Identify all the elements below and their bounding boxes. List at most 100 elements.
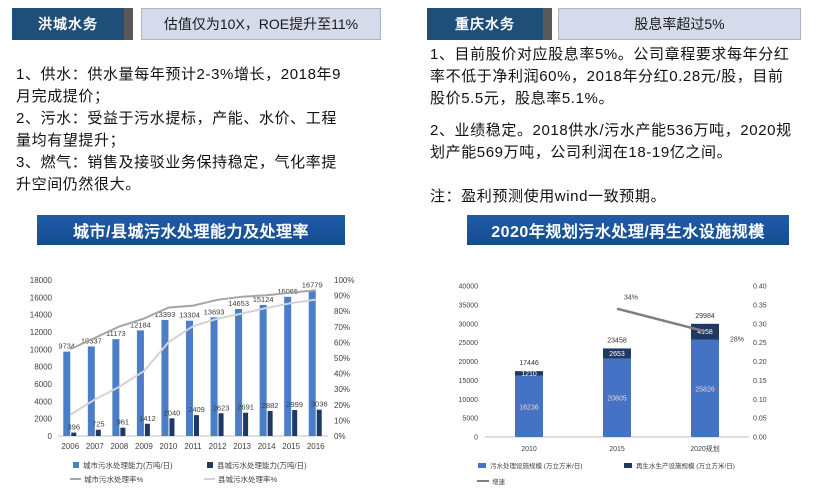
y2-axis-tick-label: 0.05 [753,416,767,423]
bar-sewage-facility-2015 [603,358,631,437]
bar-sewage-facility-2010 [515,375,543,437]
company-tag-label: 重庆水务 [455,16,515,32]
data-label-city-capacity-2008: 11173 [106,329,126,338]
text-line: 1、目前股价对应股息率5%。公司章程要求每年分红 [430,46,790,63]
x-axis-tick-label: 2008 [110,442,128,451]
headline-text: 估值仅为10X，ROE提升至11% [163,16,359,32]
data-label-sewage-facility-2015: 20805 [607,396,627,403]
y2-axis-tick-label: 0.30 [753,321,767,328]
right-point-1: 1、目前股价对应股息率5%。公司章程要求每年分红 率不低于净利润60%，2018… [430,44,789,110]
legend-swatch-county-capacity [207,462,213,468]
bar-city-capacity-2013 [235,309,243,436]
data-label-city-capacity-2016: 16779 [302,281,323,290]
line-county-rate [69,298,316,416]
company-tag-hongcheng: 洪城水务 [12,8,124,40]
data-label-city-capacity-2009: 12184 [130,320,151,329]
bar-county-capacity-2014 [267,411,273,436]
x-axis-tick-label: 2010 [521,446,537,453]
right-point-2: 2、业绩稳定。2018供水/污水产能536万吨，2020规 划产能569万吨，公… [430,120,792,164]
text-line: 2、污水：受益于污水提标，产能、水价、工程 [16,110,337,127]
chart-title: 2020年规划污水处理/再生水设施规模 [491,224,765,241]
y2-axis-tick-label: 0.20 [753,359,767,366]
y-axis-tick-label: 10000 [459,397,479,404]
y-axis-tick-label: 0 [48,432,53,441]
headline-box: 股息率超过5% [558,8,801,40]
data-label-growth-2020规划: 28% [730,336,744,343]
bar-reclaimed-water-2010 [515,371,543,376]
x-axis-tick-label: 2009 [135,442,153,451]
legend-label: 城市污水处理能力(万吨/日) [83,460,173,470]
data-label-county-capacity-2006: 396 [68,423,81,432]
y2-axis-tick-label: 0% [334,432,346,441]
data-label-city-capacity-2012: 13693 [204,307,225,316]
x-axis-tick-label: 2006 [61,442,79,451]
data-label-city-capacity-2013: 14653 [228,299,249,308]
y-axis-tick-label: 2000 [34,415,52,424]
y-axis-tick-label: 6000 [34,380,52,389]
data-label-city-capacity-2010: 13393 [155,310,176,319]
bar-city-capacity-2011 [186,320,193,436]
legend-label: 污水处理设施规模 (万立方米/日) [490,461,582,470]
y-axis-tick-label: 20000 [459,359,479,366]
chart-title-banner-left: 城市/县城污水处理能力及处理率 [37,215,345,245]
data-label-county-capacity-2015: 2999 [286,400,303,409]
bar-county-capacity-2010 [169,418,175,436]
data-label-county-capacity-2010: 2040 [164,408,181,417]
x-axis-tick-label: 2010 [160,442,178,451]
bar-county-capacity-2011 [194,415,199,436]
company-tag-label: 洪城水务 [38,16,98,32]
chart-title: 城市/县城污水处理能力及处理率 [73,224,309,241]
chart-title-banner-right: 2020年规划污水处理/再生水设施规模 [467,215,789,245]
bar-county-capacity-2007 [95,429,101,436]
x-axis-tick-label: 2011 [184,442,202,451]
text-line: 1、供水：供水量每年预计2-3%增长，2018年9 [16,66,342,83]
y2-axis-tick-label: 90% [334,292,350,301]
data-label-county-capacity-2016: 3036 [311,400,328,409]
data-label-county-capacity-2012: 2623 [213,403,230,412]
y2-axis-tick-label: 0.00 [753,435,767,442]
bar-county-capacity-2015 [292,410,298,436]
bar-sewage-facility-2020规划 [691,339,719,437]
data-label-county-capacity-2007: 725 [92,420,105,429]
y-axis-tick-label: 0 [474,435,478,442]
data-label-county-capacity-2011: 2409 [188,405,205,414]
y2-axis-tick-label: 0.15 [753,378,767,385]
chart-sewage-capacity-rate: 0 2000 4000 6000 8000 10000 12000 14000 16000 180… [30,276,355,484]
bar-reclaimed-water-2020规划 [691,323,719,340]
y-axis-tick-label: 16000 [30,293,53,302]
bar-city-capacity-2009 [136,330,144,436]
y2-axis-tick-label: 30% [334,385,350,394]
y2-axis-tick-label: 0.40 [753,284,767,291]
text-line: 股价5.5元，股息率5.1%。 [430,90,615,107]
data-label-reclaimed-water-2015: 2653 [609,351,625,358]
x-axis-tick-label: 2013 [233,442,251,451]
company-tag-chongqing: 重庆水务 [427,8,543,40]
y-axis-tick-label: 15000 [459,378,479,385]
headline-text: 股息率超过5% [634,16,725,32]
data-label-city-capacity-2007: 10337 [81,336,102,345]
bar-county-capacity-2006 [71,432,77,436]
text-line: 3、燃气：销售及接驳业务保持稳定，气化率提 [16,154,337,171]
y2-axis-tick-label: 80% [334,307,350,316]
bar-city-capacity-2010 [161,319,169,436]
data-label-total-2010: 17446 [519,360,539,367]
data-label-reclaimed-water-2020规划: 4158 [697,329,713,336]
x-axis-tick-label: 2020规划 [690,444,720,453]
data-label-total-2015: 23458 [607,337,627,344]
y2-axis-tick-label: 60% [334,338,350,347]
chart-facility-scale-2020: 0 5000 10000 15000 20000 25000 30000 35000 40000… [459,284,767,487]
data-label-county-capacity-2009: 1412 [139,414,156,423]
y-axis-tick-label: 8000 [34,363,52,372]
legend-swatch-city-capacity [73,462,79,468]
bar-city-capacity-2014 [259,304,267,436]
data-label-city-capacity-2014: 15124 [253,295,274,304]
legend-label: 县城污水处理率% [218,474,277,484]
y2-axis-tick-label: 10% [334,416,350,425]
y2-axis-tick-label: 40% [334,370,350,379]
x-axis-tick-label: 2012 [209,442,227,451]
headline-box: 估值仅为10X，ROE提升至11% [141,8,381,40]
y-axis-tick-label: 4000 [34,397,52,406]
left-bullet-text: 1、供水：供水量每年预计2-3%增长，2018年9 月完成提价； 2、污水：受益… [16,64,341,196]
y-axis-tick-label: 35000 [459,302,479,309]
bar-city-capacity-2006 [63,351,71,436]
